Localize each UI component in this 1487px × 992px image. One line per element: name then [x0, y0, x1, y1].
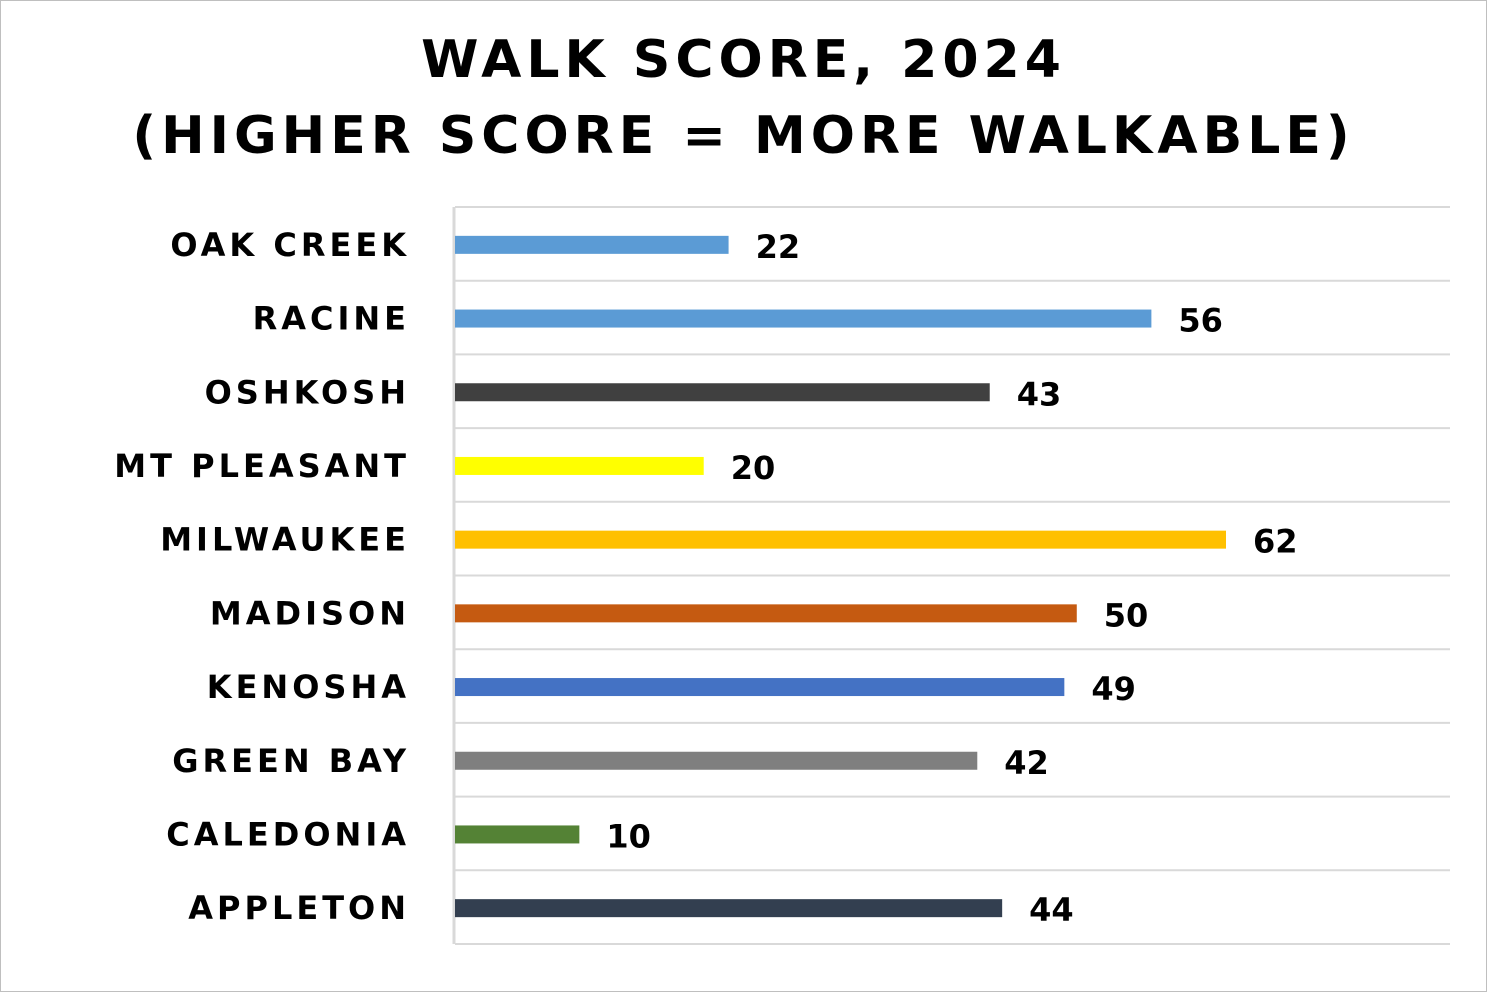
bar-kenosha	[455, 678, 1065, 697]
bar-madison	[455, 604, 1077, 623]
data-label: 56	[1178, 302, 1223, 340]
data-label: 49	[1091, 670, 1136, 708]
data-label: 20	[731, 449, 776, 487]
bar-mt-pleasant	[455, 456, 704, 475]
data-label: 44	[1029, 891, 1074, 929]
bar-oshkosh	[455, 383, 990, 402]
bar-milwaukee	[455, 530, 1226, 549]
data-label: 42	[1004, 744, 1049, 782]
category-label: OAK CREEK	[170, 226, 410, 264]
category-label: MILWAUKEE	[160, 521, 410, 559]
data-label: 62	[1253, 523, 1298, 561]
data-label: 43	[1017, 375, 1062, 413]
chart-title-line1: WALK SCORE, 2024	[421, 30, 1066, 90]
category-label: RACINE	[253, 300, 410, 338]
data-label: 50	[1104, 596, 1149, 634]
data-label: 10	[606, 817, 651, 855]
bar-appleton	[455, 899, 1003, 918]
category-label: GREEN BAY	[172, 742, 410, 780]
category-label: CALEDONIA	[166, 815, 410, 853]
category-label: KENOSHA	[207, 668, 410, 706]
chart-title-line2: (HIGHER SCORE = MORE WALKABLE)	[132, 106, 1355, 166]
category-label: APPLETON	[188, 889, 410, 927]
category-label: OSHKOSH	[205, 373, 410, 411]
bar-caledonia	[455, 825, 580, 844]
data-label: 22	[756, 228, 801, 266]
category-label: MADISON	[210, 594, 410, 632]
bar-oak-creek	[455, 235, 729, 254]
bar-green-bay	[455, 751, 978, 770]
category-label: MT PLEASANT	[114, 447, 410, 485]
bar-racine	[455, 309, 1152, 328]
